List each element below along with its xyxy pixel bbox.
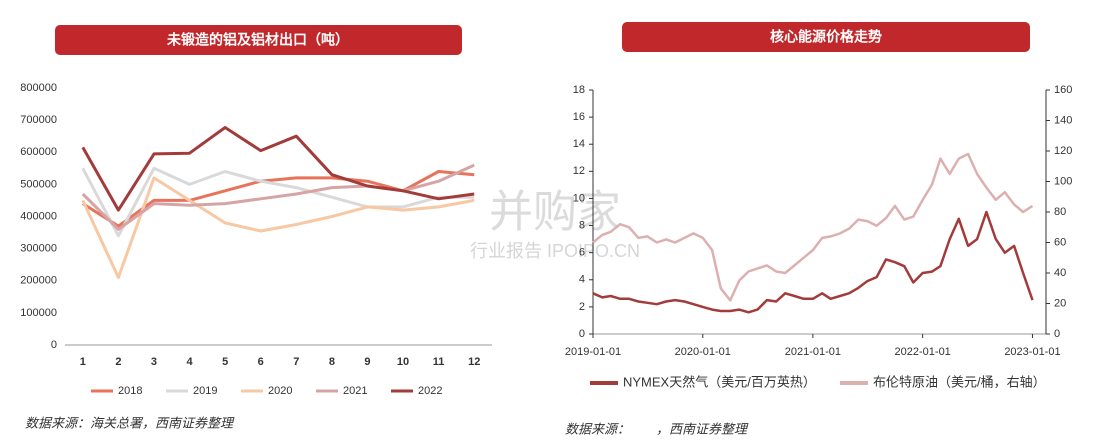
y-tick-label: 800000 bbox=[20, 82, 57, 94]
watermark: 并购家 bbox=[489, 188, 621, 237]
x-tick-label: 10 bbox=[397, 356, 409, 368]
legend-label: 2020 bbox=[268, 385, 292, 397]
x-tick-label: 5 bbox=[222, 356, 228, 368]
y-tick-label: 500000 bbox=[20, 178, 57, 190]
series-line bbox=[81, 166, 475, 238]
y-tick-label: 0 bbox=[51, 339, 57, 351]
x-tick-label: 2023-01-01 bbox=[1004, 346, 1060, 358]
y2-tick-label: 140 bbox=[1054, 114, 1072, 126]
legend-label: 布伦特原油（美元/桶，右轴） bbox=[873, 374, 1046, 389]
y-tick-label: 300000 bbox=[20, 243, 57, 255]
x-tick-label: 6 bbox=[258, 356, 264, 368]
y-tick-label: 2 bbox=[579, 301, 585, 313]
watermark: 行业报告 IPOIPO.CN bbox=[470, 241, 640, 261]
y-tick-label: 700000 bbox=[20, 114, 57, 126]
legend-label: 2022 bbox=[418, 385, 442, 397]
y-tick-label: 600000 bbox=[20, 146, 57, 158]
x-tick-label: 2 bbox=[115, 356, 121, 368]
legend-label: 2018 bbox=[118, 385, 142, 397]
y-tick-label: 0 bbox=[579, 328, 585, 340]
x-tick-label: 11 bbox=[433, 356, 445, 368]
y2-tick-label: 160 bbox=[1054, 84, 1072, 96]
x-tick-label: 12 bbox=[468, 356, 480, 368]
source-note: 数据来源：海关总署，西南证券整理 bbox=[25, 417, 235, 432]
series-line bbox=[81, 170, 475, 228]
chart-title: 未锻造的铝及铝材出口（吨） bbox=[167, 32, 349, 48]
x-tick-label: 4 bbox=[186, 356, 193, 368]
y2-tick-label: 80 bbox=[1054, 206, 1066, 218]
y-tick-label: 6 bbox=[579, 247, 585, 259]
y2-tick-label: 100 bbox=[1054, 175, 1072, 187]
y-tick-label: 400000 bbox=[20, 210, 57, 222]
y-tick-label: 16 bbox=[573, 111, 585, 123]
series-line bbox=[81, 163, 475, 231]
y2-tick-label: 20 bbox=[1054, 297, 1066, 309]
series-line bbox=[81, 126, 475, 212]
y-tick-label: 200000 bbox=[20, 275, 57, 287]
x-tick-label: 1 bbox=[80, 356, 86, 368]
y-tick-label: 10 bbox=[573, 192, 585, 204]
x-tick-label: 2020-01-01 bbox=[675, 346, 731, 358]
y2-tick-label: 0 bbox=[1054, 328, 1060, 340]
chart-title: 核心能源价格走势 bbox=[770, 29, 882, 45]
x-tick-label: 9 bbox=[364, 356, 370, 368]
y-tick-label: 100000 bbox=[20, 307, 57, 319]
legend-label: 2019 bbox=[193, 385, 217, 397]
y-tick-label: 18 bbox=[573, 84, 585, 96]
source-note: 数据来源： ，西南证券整理 bbox=[565, 423, 749, 438]
banner bbox=[55, 25, 462, 55]
x-tick-label: 2022-01-01 bbox=[895, 346, 951, 358]
series-line bbox=[592, 210, 1034, 314]
y2-tick-label: 60 bbox=[1054, 236, 1066, 248]
legend-label: 2021 bbox=[343, 385, 367, 397]
x-tick-label: 2021-01-01 bbox=[785, 346, 841, 358]
series-line bbox=[592, 152, 1034, 302]
banner bbox=[622, 22, 1030, 52]
y-tick-label: 8 bbox=[579, 219, 585, 231]
y-tick-label: 12 bbox=[573, 165, 585, 177]
x-tick-label: 2019-01-01 bbox=[565, 346, 621, 358]
x-tick-label: 3 bbox=[151, 356, 157, 368]
y-tick-label: 14 bbox=[573, 138, 585, 150]
x-tick-label: 8 bbox=[329, 356, 335, 368]
y2-tick-label: 120 bbox=[1054, 145, 1072, 157]
series-line bbox=[81, 176, 475, 279]
y-tick-label: 4 bbox=[579, 274, 585, 286]
x-tick-label: 7 bbox=[293, 356, 299, 368]
legend-label: NYMEX天然气（美元/百万英热） bbox=[623, 374, 816, 389]
y2-tick-label: 40 bbox=[1054, 267, 1066, 279]
